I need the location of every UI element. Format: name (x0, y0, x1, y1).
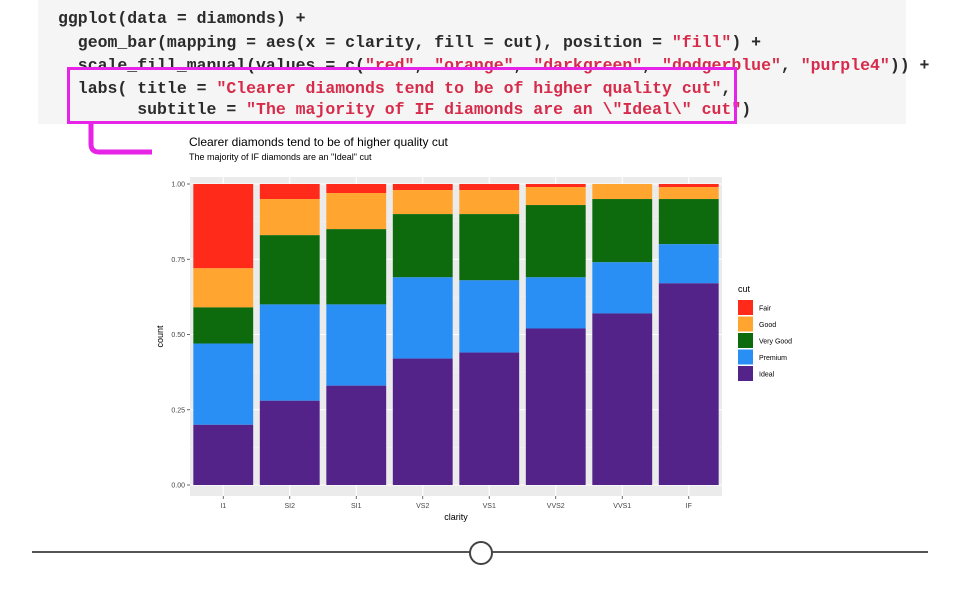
bar-vvs2-good (525, 187, 586, 206)
x-axis-label: clarity (444, 512, 468, 522)
bar-vs1-fair (459, 184, 520, 191)
legend-key-premium (738, 349, 753, 365)
y-tick-label: 0.50 (171, 332, 185, 339)
x-tick-label: I1 (220, 503, 226, 510)
bar-si2-ideal (259, 400, 320, 485)
chart-title: Clearer diamonds tend to be of higher qu… (189, 135, 448, 149)
bar-vvs1-ideal (592, 313, 653, 485)
bar-si2-good (259, 199, 320, 236)
bar-si2-fair (259, 184, 320, 200)
chart-subtitle: The majority of IF diamonds are an "Idea… (189, 152, 372, 162)
bar-vs1-good (459, 190, 520, 215)
bar-i1-premium (193, 343, 254, 425)
bar-i1-good (193, 268, 254, 308)
slider-handle[interactable] (469, 541, 493, 565)
x-tick-label: VVS2 (547, 503, 565, 510)
bar-si1-very-good (326, 229, 387, 305)
x-tick-label: IF (686, 503, 692, 510)
bar-vs1-very-good (459, 214, 520, 281)
y-tick-label: 0.75 (171, 257, 185, 264)
bar-if-ideal (658, 283, 719, 485)
x-tick-label: VS1 (483, 503, 496, 510)
y-axis-label: count (155, 325, 165, 348)
labs-highlight-box (67, 67, 737, 124)
bar-vvs1-premium (592, 262, 653, 314)
y-tick-label: 0.00 (171, 483, 185, 490)
code-line-1: ggplot(data = diamonds) + (58, 9, 306, 28)
x-tick-label: SI1 (351, 503, 362, 510)
bar-vs2-very-good (392, 214, 453, 278)
bar-if-premium (658, 244, 719, 284)
legend-key-fair (738, 300, 753, 315)
bar-vs1-ideal (459, 352, 520, 485)
code-line-4: labs( title = "Clearer diamonds tend to … (58, 79, 732, 98)
stacked-bar-chart: Clearer diamonds tend to be of higher qu… (155, 135, 792, 522)
x-tick-label: VVS1 (613, 503, 631, 510)
code-line-2: geom_bar(mapping = aes(x = clarity, fill… (58, 33, 762, 52)
bar-vvs2-fair (525, 184, 586, 188)
legend-key-good (738, 316, 753, 332)
bar-vvs2-very-good (525, 205, 586, 278)
bar-vs2-fair (392, 184, 453, 191)
bar-vs2-good (392, 190, 453, 215)
bar-vs1-premium (459, 280, 520, 353)
legend-label: Good (759, 322, 776, 329)
bar-vs2-ideal (392, 358, 453, 485)
bar-if-fair (658, 184, 719, 188)
bar-vs2-premium (392, 277, 453, 359)
bar-i1-fair (193, 184, 254, 269)
bar-si1-premium (326, 304, 387, 386)
y-tick-label: 0.25 (171, 407, 185, 414)
x-tick-label: VS2 (416, 503, 429, 510)
bar-si1-fair (326, 184, 387, 194)
bar-si1-ideal (326, 385, 387, 485)
legend-label: Ideal (759, 372, 775, 379)
code-line-5: subtitle = "The majority of IF diamonds … (58, 100, 752, 119)
legend-key-very-good (738, 333, 753, 348)
bar-vvs1-good (592, 184, 653, 200)
bar-vvs1-very-good (592, 199, 653, 263)
code-block: ggplot(data = diamonds) + geom_bar(mappi… (38, 0, 929, 124)
y-tick-label: 1.00 (171, 182, 185, 189)
legend-label: Premium (759, 355, 787, 362)
bar-si1-good (326, 193, 387, 230)
bar-si2-premium (259, 304, 320, 401)
bar-si2-very-good (259, 235, 320, 305)
code-line-3: scale_fill_manual(values = c("red", "ora… (58, 56, 930, 75)
bar-if-very-good (658, 199, 719, 245)
bar-vvs2-ideal (525, 328, 586, 485)
bar-i1-very-good (193, 307, 254, 344)
legend-label: Very Good (759, 339, 792, 346)
bar-i1-ideal (193, 424, 254, 485)
bar-if-good (658, 187, 719, 200)
x-tick-label: SI2 (284, 503, 295, 510)
legend-label: Fair (759, 306, 772, 313)
chart-panel: Clearer diamonds tend to be of higher qu… (152, 125, 808, 526)
bar-vvs2-premium (525, 277, 586, 329)
legend-title: cut (738, 284, 751, 294)
legend-key-ideal (738, 366, 753, 381)
